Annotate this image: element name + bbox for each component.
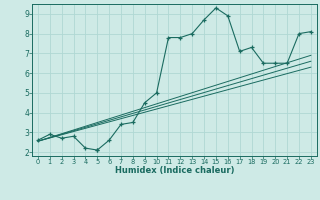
X-axis label: Humidex (Indice chaleur): Humidex (Indice chaleur) xyxy=(115,166,234,175)
